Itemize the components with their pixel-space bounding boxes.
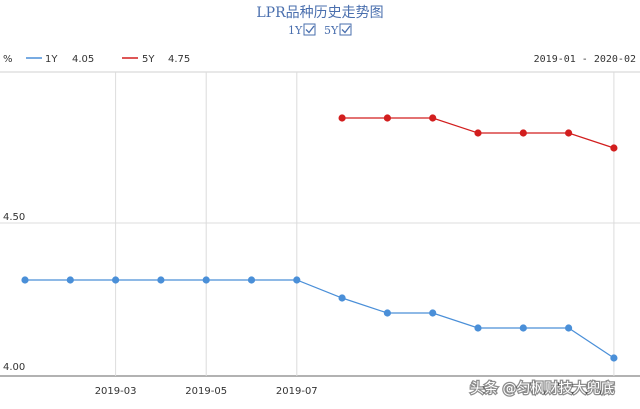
series-toggle-1y[interactable]: 1Y [288,23,316,37]
legend-item-1y[interactable]: 1Y 4.05 [26,54,94,65]
data-point-1y[interactable] [383,309,391,317]
data-point-5y[interactable] [429,114,437,122]
legend-name-5y: 5Y [142,54,155,65]
data-point-1y[interactable] [610,354,618,362]
data-point-1y[interactable] [519,324,527,332]
checkbox-checked-icon[interactable] [303,23,316,36]
data-point-5y[interactable] [338,114,346,122]
checkbox-checked-icon[interactable] [339,23,352,36]
data-point-1y[interactable] [202,276,210,284]
legend-item-5y[interactable]: 5Y 4.75 [122,54,190,65]
legend-value-1y: 4.05 [72,54,94,65]
series-layer [21,114,618,362]
legend-value-5y: 4.75 [168,54,190,65]
x-tick-label: 2019-07 [276,386,318,397]
watermark: 头条 @匀枫财技大兜底 [469,379,616,399]
data-point-1y[interactable] [66,276,74,284]
data-point-5y[interactable] [383,114,391,122]
toggle-5y-label: 5Y [324,24,339,37]
data-point-5y[interactable] [565,129,573,137]
data-point-1y[interactable] [565,324,573,332]
y-tick-label: 4.00 [3,362,25,373]
grid [0,72,640,376]
watermark-text: 头条 @匀枫财技大兜底 [470,380,614,397]
y-unit-label: % [3,54,13,65]
toggle-1y-label: 1Y [288,24,303,37]
legend-name-1y: 1Y [45,54,58,65]
data-point-5y[interactable] [610,144,618,152]
date-range-label: 2019-01 - 2020-02 [534,54,636,65]
data-point-5y[interactable] [474,129,482,137]
data-point-1y[interactable] [247,276,256,284]
series-toggle-5y[interactable]: 5Y [324,23,352,37]
x-tick-label: 2019-05 [185,386,227,397]
series-line-1y [25,279,615,359]
axis-ticks: 4.00 4.50 2019-03 2019-05 2019-07 [3,212,318,397]
data-point-1y[interactable] [338,294,346,302]
y-tick-label: 4.50 [3,212,25,223]
data-point-1y[interactable] [293,276,301,284]
chart-title: LPR品种历史走势图 [256,5,383,21]
data-point-1y[interactable] [474,324,482,332]
data-point-5y[interactable] [519,129,527,137]
data-point-1y[interactable] [157,276,165,284]
data-point-1y[interactable] [21,276,29,284]
data-point-1y[interactable] [429,309,437,317]
x-tick-label: 2019-03 [95,386,137,397]
data-point-1y[interactable] [112,276,120,284]
